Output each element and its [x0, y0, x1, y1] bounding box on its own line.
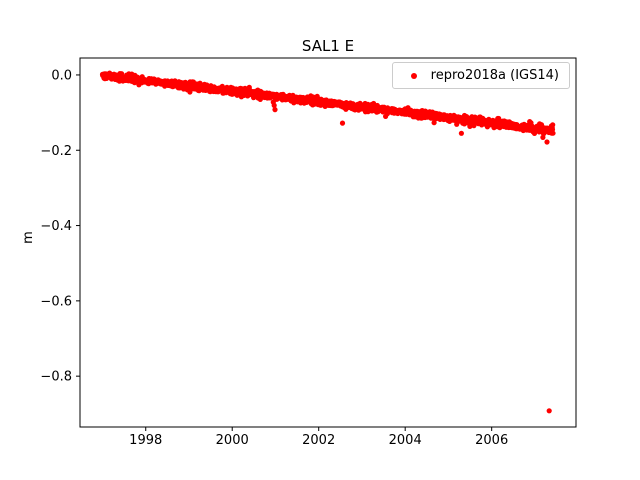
legend: repro2018a (IGS14) — [391, 62, 570, 89]
x-tick-label: 2006 — [475, 433, 508, 448]
x-tick-label: 2000 — [216, 433, 249, 448]
scatter-outlier-point — [546, 408, 552, 414]
y-tick-label: −0.6 — [40, 294, 72, 309]
x-tick-label: 1998 — [129, 433, 162, 448]
axes-frame — [79, 57, 577, 428]
scatter-outlier-point — [271, 102, 277, 108]
scatter-outlier-point — [544, 139, 550, 145]
chart-title: SAL1 E — [301, 37, 355, 55]
scatter-point — [187, 89, 193, 95]
scatter-outlier-point — [339, 120, 346, 126]
scatter-point — [550, 130, 556, 136]
scatter-point — [431, 120, 437, 126]
scatter-point — [496, 115, 502, 122]
scatter-point — [550, 122, 556, 128]
scatter-outlier-point — [272, 107, 278, 113]
legend-marker-dot — [410, 72, 417, 79]
x-tick-label: 2002 — [302, 433, 335, 448]
scatter-outlier-point — [458, 130, 464, 136]
scatter-point — [540, 134, 546, 140]
y-tick-label: −0.8 — [40, 370, 72, 385]
y-tick-label: 0.0 — [51, 68, 72, 83]
y-tick-label: −0.4 — [40, 219, 72, 234]
y-tick-label: −0.2 — [40, 144, 72, 159]
x-tick-label: 2004 — [389, 433, 422, 448]
legend-label: repro2018a (IGS14) — [430, 68, 559, 83]
